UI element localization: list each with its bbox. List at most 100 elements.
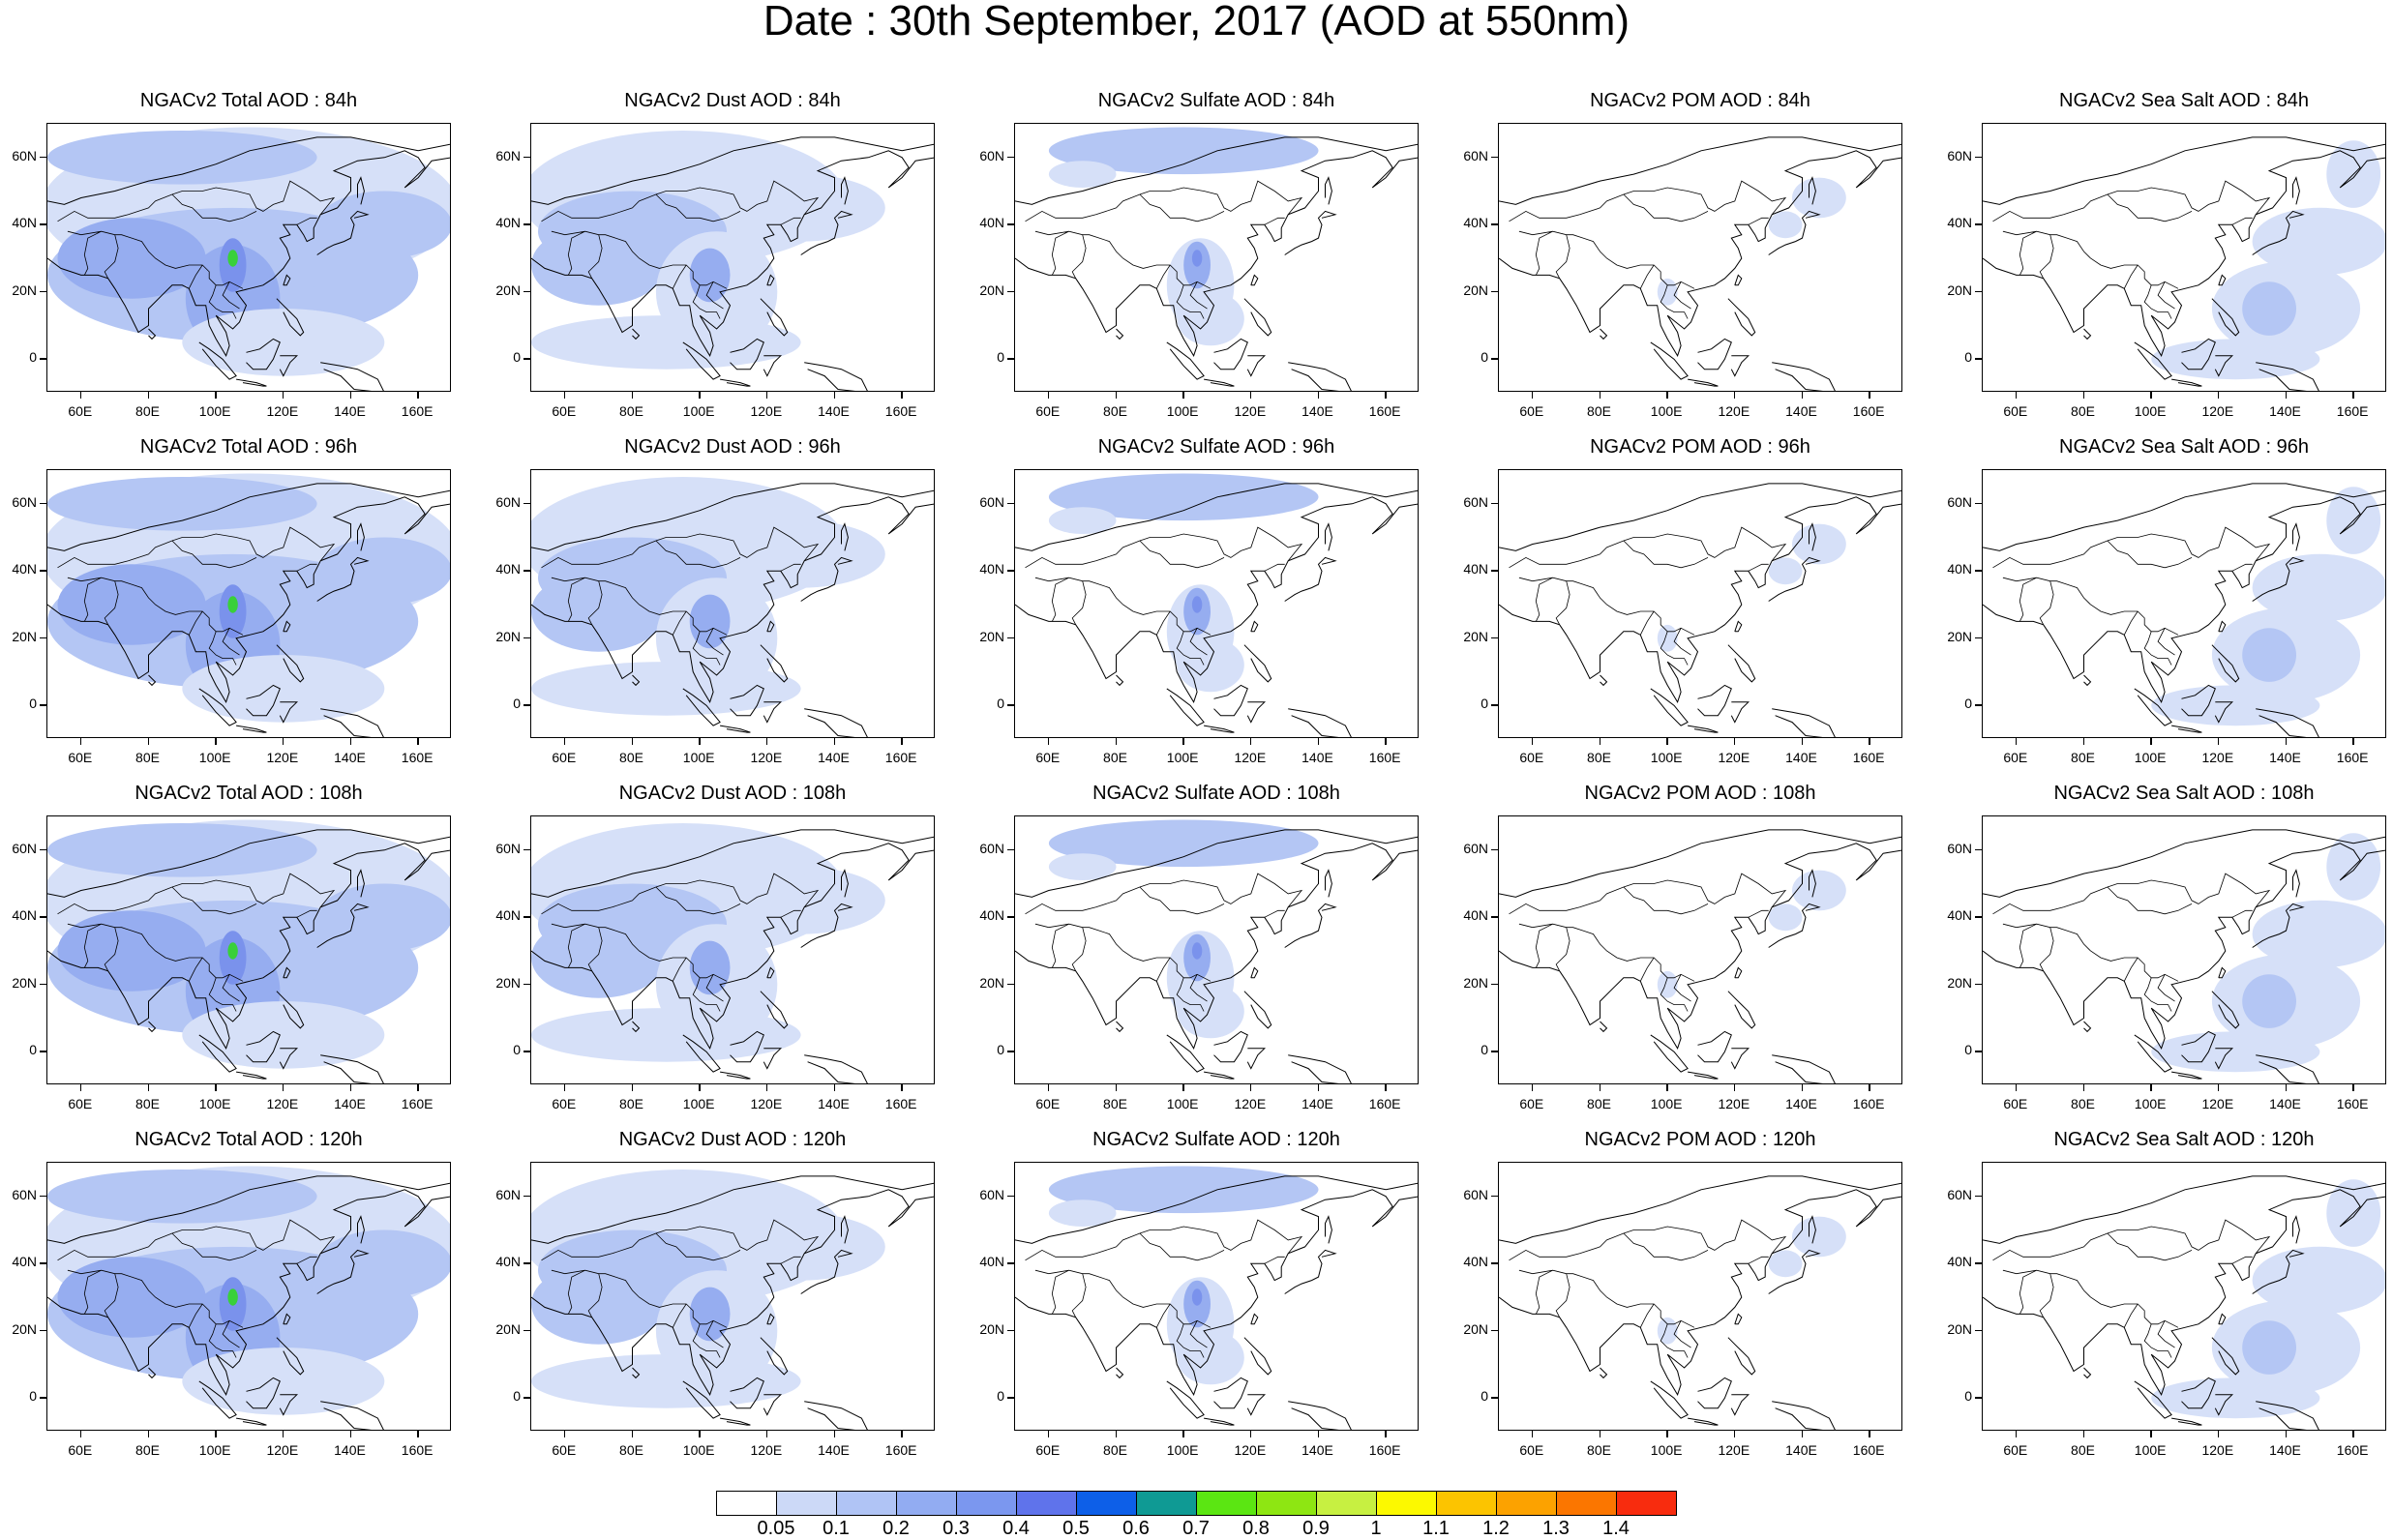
lat-tick-mark (40, 156, 46, 159)
lat-tick-label: 0 (997, 1388, 1004, 1405)
aod-shading (1191, 596, 1203, 613)
colorbar-swatch (1196, 1491, 1257, 1516)
lat-tick-label: 40N (495, 561, 521, 578)
lat-tick-mark (40, 848, 46, 851)
lon-tick-label: 100E (1166, 750, 1199, 765)
lat-tick-mark (1491, 290, 1498, 293)
lat-tick-label: 40N (12, 561, 37, 578)
aod-shading (1657, 970, 1678, 998)
panel-title: NGACv2 Total AOD : 108h (135, 783, 363, 804)
lon-tick-mark (1115, 1084, 1117, 1091)
lat-tick-label: 20N (495, 281, 521, 298)
lat-tick-label: 40N (1947, 215, 1972, 231)
lat-tick-mark (40, 916, 46, 918)
lat-tick-label: 0 (29, 696, 37, 712)
aod-map (1983, 1175, 2385, 1430)
lon-tick-label: 120E (1718, 403, 1750, 419)
lon-tick-label: 80E (1587, 1442, 1611, 1458)
colorbar-swatch (716, 1491, 777, 1516)
lon-tick-label: 140E (334, 1442, 366, 1458)
aod-shading (1048, 1199, 1117, 1227)
lon-tick-mark (1115, 1431, 1117, 1437)
aod-shading (1048, 507, 1117, 534)
lon-tick-mark (1531, 1084, 1534, 1091)
panel-title: NGACv2 Sulfate AOD : 108h (1092, 783, 1340, 804)
aod-shading (1177, 637, 1244, 693)
coastline (531, 483, 934, 737)
country-borders (57, 873, 336, 1012)
lat-tick-mark (1007, 223, 1014, 225)
lon-tick-mark (2150, 738, 2152, 745)
aod-shading (1048, 161, 1117, 188)
lon-tick-label: 120E (1234, 1442, 1267, 1458)
lat-tick-mark (1491, 1195, 1498, 1198)
lat-tick-mark (1975, 156, 1982, 159)
coastline (531, 829, 934, 1083)
aod-shading (57, 218, 206, 299)
coastline (1983, 829, 2385, 1083)
lon-tick-label: 160E (2336, 403, 2369, 419)
colorbar-swatch (1016, 1491, 1077, 1516)
coastline (1015, 136, 1418, 391)
map-panel (530, 815, 935, 1084)
panel-title: NGACv2 Dust AOD : 84h (624, 90, 841, 111)
lat-tick-label: 40N (979, 561, 1004, 578)
lat-tick-label: 60N (1947, 147, 1972, 163)
lon-tick-label: 160E (884, 1442, 917, 1458)
panel-title: NGACv2 POM AOD : 84h (1590, 90, 1810, 111)
lon-tick-label: 160E (2336, 750, 2369, 765)
lon-tick-label: 120E (2201, 750, 2234, 765)
aod-shading (1792, 1216, 1846, 1258)
lon-tick-mark (1666, 1084, 1668, 1091)
lat-tick-mark (1007, 358, 1014, 360)
lon-tick-label: 160E (884, 403, 917, 419)
aod-shading (2242, 628, 2296, 682)
lat-tick-label: 0 (1481, 349, 1488, 366)
country-borders (541, 180, 820, 319)
aod-shading (716, 1213, 885, 1281)
lon-tick-label: 60E (552, 1442, 577, 1458)
lat-tick-mark (1007, 502, 1014, 505)
lon-tick-mark (563, 1431, 566, 1437)
lon-tick-mark (417, 738, 419, 745)
panel-title: NGACv2 Dust AOD : 96h (624, 436, 841, 458)
aod-map (47, 127, 450, 391)
aod-shading (531, 917, 667, 998)
lon-tick-label: 80E (1103, 403, 1127, 419)
lon-tick-mark (1733, 738, 1736, 745)
lon-tick-label: 60E (68, 1096, 93, 1111)
panel-title: NGACv2 Sulfate AOD : 120h (1092, 1129, 1340, 1150)
lon-tick-mark (1801, 1084, 1803, 1091)
lon-tick-mark (2150, 1084, 2152, 1091)
lon-tick-mark (1047, 392, 1050, 399)
coastline (531, 136, 934, 391)
lat-tick-mark (40, 1329, 46, 1332)
lat-tick-mark (1491, 570, 1498, 572)
lat-tick-mark (1975, 983, 1982, 986)
lat-tick-mark (1491, 1051, 1498, 1052)
lon-tick-label: 80E (2071, 1096, 2095, 1111)
lon-tick-mark (147, 1431, 149, 1437)
coastline (1983, 136, 2385, 391)
lon-tick-mark (1385, 1431, 1387, 1437)
aod-map (1015, 819, 1418, 1083)
lon-tick-mark (1115, 392, 1117, 399)
panel-title: NGACv2 Sulfate AOD : 84h (1097, 90, 1335, 111)
lat-tick-mark (1975, 570, 1982, 572)
lon-tick-label: 120E (1718, 750, 1750, 765)
coastline (531, 1175, 934, 1430)
lon-tick-label: 140E (334, 403, 366, 419)
panel-title: NGACv2 Total AOD : 120h (135, 1129, 363, 1150)
lat-tick-mark (1975, 502, 1982, 505)
aod-shading (1177, 984, 1244, 1039)
lon-tick-mark (2150, 1431, 2152, 1437)
lon-tick-mark (282, 1084, 284, 1091)
lon-tick-label: 60E (1519, 750, 1544, 765)
lat-tick-mark (1975, 916, 1982, 918)
lon-tick-label: 140E (818, 1442, 850, 1458)
aod-map (531, 823, 934, 1083)
aod-shading (57, 1257, 206, 1338)
lon-tick-mark (1249, 738, 1252, 745)
lon-tick-label: 80E (1103, 1096, 1127, 1111)
lon-tick-label: 100E (2134, 403, 2167, 419)
